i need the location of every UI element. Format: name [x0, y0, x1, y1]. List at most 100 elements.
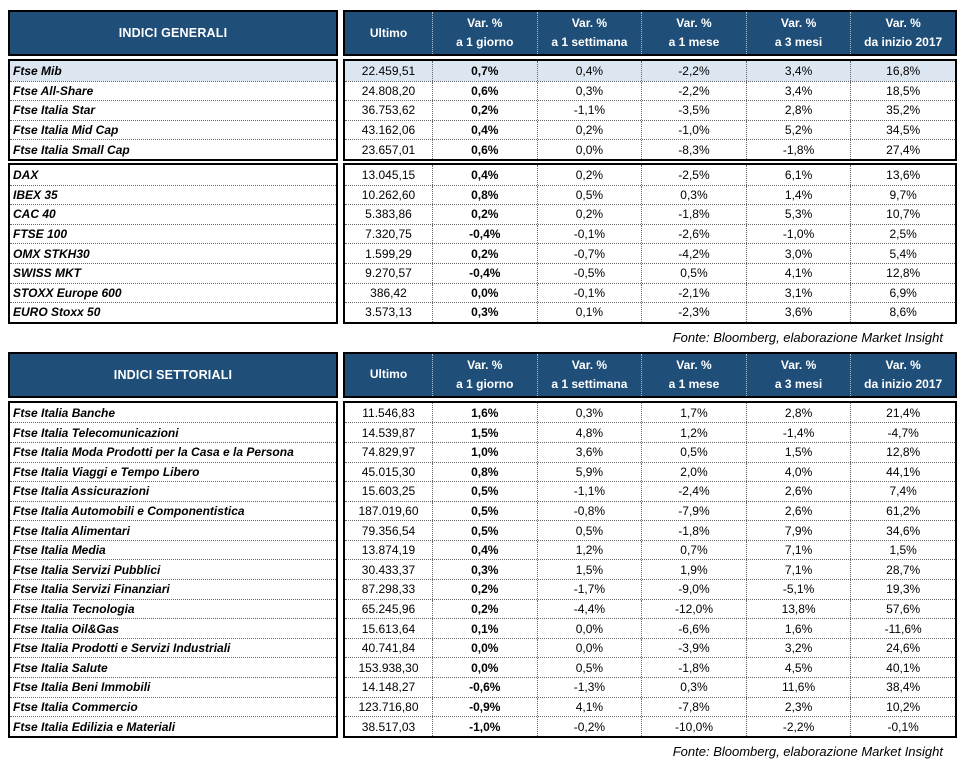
var-percent-value: 0,5% [432, 501, 537, 521]
column-header-label: Var. % [676, 358, 712, 373]
index-label: Ftse Italia Alimentari [10, 520, 336, 540]
var-percent-value: 0,2% [432, 101, 537, 120]
var-percent-value: -7,9% [641, 501, 746, 521]
var-percent-value: 0,4% [536, 61, 642, 81]
var-percent-value: 18,5% [850, 81, 955, 101]
ultimo-value: 65.245,96 [361, 601, 416, 616]
var-percent-value: 8,6% [850, 303, 955, 322]
index-label: Ftse Italia Small Cap [10, 139, 336, 159]
index-label: Ftse Italia Oil&Gas [10, 618, 336, 638]
header-row: INDICI GENERALI Ultimo Var. % a 1 giorno Va… [8, 10, 957, 56]
index-label: Ftse Italia Automobili e Componentistica [10, 500, 336, 521]
row-group: Ftse Italia Banche Ftse Italia Telecomuni… [8, 400, 957, 738]
table-row: 5.383,86 0,2% 0,2% -1,8% 5,3% 10,7% [345, 204, 955, 224]
index-label: Ftse Italia Tecnologia [10, 598, 336, 619]
source-note: Fonte: Bloomberg, elaborazione Market In… [672, 743, 943, 759]
var-percent-value: 4,5% [745, 658, 851, 678]
var-percent-value: -12,0% [641, 599, 746, 619]
ultimo-value: 87.298,33 [361, 582, 416, 597]
table-body: Ftse Mib Ftse All-Share Ftse Italia Star Ft… [8, 59, 957, 324]
index-label: DAX [13, 167, 39, 182]
var-percent-value: 0,3% [536, 81, 642, 101]
var-percent-value: 44,1% [850, 462, 955, 482]
index-label: Ftse Italia Commercio [10, 696, 336, 717]
column-header-label: Ultimo [369, 25, 408, 40]
var-percent-value: 0,6% [432, 81, 537, 101]
var-percent-value: 0,5% [536, 658, 642, 678]
column-header-sublabel: da inizio 2017 [864, 376, 943, 391]
column-header-label: Var. % [780, 16, 817, 31]
var-percent-value: -9,0% [641, 580, 746, 599]
index-label: STOXX Europe 600 [10, 282, 336, 303]
column-header-var: Var. % a 1 giorno [432, 12, 537, 54]
var-percent-value: -11,6% [850, 619, 955, 638]
var-percent-value: 1,2% [641, 423, 746, 442]
var-percent-value: -2,3% [641, 303, 746, 322]
var-percent-value: 6,1% [745, 164, 851, 185]
column-header-row: Ultimo Var. % a 1 giorno Var. % a 1 settiman… [343, 10, 957, 56]
column-header-sublabel: a 3 mesi [774, 376, 823, 391]
column-header-sublabel: a 1 mese [668, 35, 720, 49]
var-percent-value: -4,2% [641, 244, 746, 263]
column-header-label: Var. % [467, 358, 503, 373]
ultimo-value: 9.270,57 [365, 266, 412, 281]
var-percent-value: -2,2% [641, 81, 746, 101]
var-percent-value: 0,5% [536, 521, 642, 540]
var-percent-value: 1,5% [536, 560, 642, 580]
var-percent-value: -1,8% [745, 140, 851, 159]
var-percent-value: 10,2% [850, 697, 955, 717]
var-percent-value: 0,8% [432, 185, 537, 205]
var-percent-value: -4,4% [536, 599, 642, 619]
ultimo-value: 14.148,27 [361, 680, 416, 695]
var-percent-value: 0,2% [432, 599, 537, 619]
table-row: 36.753,62 0,2% -1,1% -3,5% 2,8% 35,2% [345, 100, 955, 120]
var-percent-value: -1,8% [641, 205, 746, 224]
ultimo-value: 1.599,29 [365, 246, 412, 261]
var-percent-value: 1,2% [536, 540, 642, 560]
index-label: Ftse Italia Assicurazioni [10, 481, 336, 501]
var-percent-value: 3,4% [745, 81, 851, 101]
var-percent-value: -3,9% [641, 638, 746, 658]
var-percent-value: 0,0% [432, 283, 537, 303]
var-percent-value: -0,1% [536, 283, 642, 303]
var-percent-value: -2,6% [641, 224, 746, 244]
var-percent-value: 0,2% [536, 164, 642, 185]
table-row: 22.459,51 0,7% 0,4% -2,2% 3,4% 16,8% [345, 61, 955, 81]
var-percent-value: -0,8% [536, 501, 642, 521]
var-percent-value: 0,5% [641, 442, 746, 462]
var-percent-value: 5,9% [536, 462, 642, 482]
var-percent-value: -0,2% [536, 717, 642, 736]
header-row: INDICI SETTORIALI Ultimo Var. % a 1 giorno… [8, 351, 957, 398]
index-label: FTSE 100 [10, 223, 336, 244]
table-row: 30.433,37 0,3% 1,5% 1,9% 7,1% 28,7% [345, 559, 955, 580]
var-percent-value: 4,8% [536, 423, 642, 442]
var-percent-value: 0,7% [432, 61, 537, 81]
var-percent-value: 4,1% [745, 263, 851, 283]
var-percent-value: -1,8% [641, 521, 746, 540]
index-label: Ftse Italia Beni Immobili [10, 677, 336, 697]
var-percent-value: 61,2% [850, 501, 955, 521]
source-note: Fonte: Bloomberg, elaborazione Market In… [672, 329, 943, 345]
ultimo-value: 13.045,15 [361, 167, 416, 182]
var-percent-value: 21,4% [850, 402, 955, 423]
var-percent-value: 24,6% [850, 638, 955, 658]
var-percent-value: -0,4% [432, 224, 537, 244]
index-label: Ftse Italia Moda Prodotti per la Casa e … [10, 441, 336, 462]
table-body: Ftse Italia Banche Ftse Italia Telecomuni… [8, 400, 957, 738]
column-header-label: Var. % [467, 16, 503, 31]
column-header-var: Var. % a 1 mese [641, 353, 746, 396]
var-percent-value: 0,2% [432, 205, 537, 224]
index-label: Ftse Mib [10, 61, 336, 81]
ultimo-value: 79.356,54 [361, 523, 416, 538]
var-percent-value: 7,4% [850, 482, 955, 501]
var-percent-value: -1,7% [536, 580, 642, 599]
var-percent-value: -0,1% [850, 717, 955, 736]
var-percent-value: 0,5% [432, 521, 537, 540]
var-percent-value: 3,6% [536, 442, 642, 462]
index-label: Ftse Italia Servizi Finanziari [10, 579, 336, 599]
ultimo-value: 24.808,20 [361, 83, 416, 98]
column-header-sublabel: a 1 mese [668, 376, 720, 391]
var-percent-value: -0,7% [536, 244, 642, 263]
ultimo-value: 153.938,30 [358, 660, 419, 675]
